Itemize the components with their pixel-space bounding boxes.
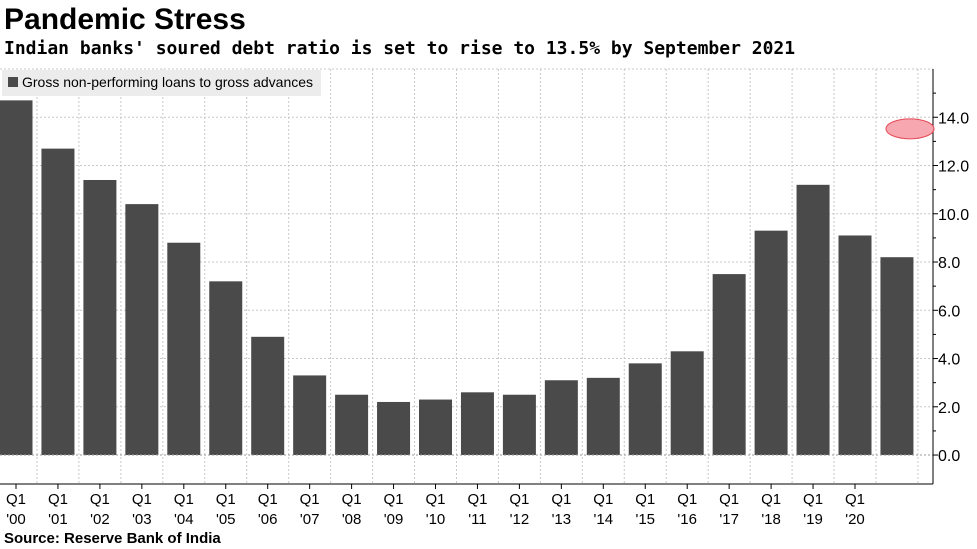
legend-swatch — [8, 77, 18, 87]
bar — [754, 230, 788, 456]
x-tick-label-quarter: Q1 — [761, 491, 781, 508]
bar — [502, 394, 536, 456]
y-tick-label: 2.0 — [938, 400, 960, 417]
x-tick-label-quarter: Q1 — [593, 491, 613, 508]
bar — [712, 274, 746, 456]
x-tick-label-year: '11 — [468, 511, 486, 528]
bar — [293, 375, 327, 456]
y-tick-label: 12.0 — [938, 159, 969, 176]
x-tick-label-year: '16 — [677, 511, 697, 528]
bar — [544, 380, 578, 456]
x-tick-label-quarter: Q1 — [216, 491, 236, 508]
x-tick-label-year: '05 — [216, 511, 236, 528]
y-tick-label: 4.0 — [938, 352, 960, 369]
source-note: Source: Reserve Bank of India — [4, 530, 221, 547]
x-tick-label-quarter: Q1 — [509, 491, 529, 508]
x-tick-label-quarter: Q1 — [677, 491, 697, 508]
x-tick-label-year: '07 — [300, 511, 320, 528]
chart-legend: Gross non-performing loans to gross adva… — [2, 70, 322, 96]
x-tick-label-year: '08 — [342, 511, 362, 528]
x-tick-label-quarter: Q1 — [6, 491, 26, 508]
x-tick-label-year: '20 — [845, 511, 865, 528]
bar — [838, 235, 872, 456]
x-tick-label-quarter: Q1 — [90, 491, 110, 508]
bar — [377, 401, 411, 456]
y-tick-label: 10.0 — [938, 207, 969, 224]
legend-label: Gross non-performing loans to gross adva… — [22, 74, 314, 90]
bar — [335, 394, 369, 456]
bar — [41, 148, 75, 456]
x-tick-label-quarter: Q1 — [845, 491, 865, 508]
x-tick-label-year: '14 — [594, 511, 614, 528]
x-tick-label-quarter: Q1 — [300, 491, 320, 508]
x-tick-label-year: '13 — [552, 511, 572, 528]
x-tick-label-quarter: Q1 — [132, 491, 152, 508]
x-tick-label-quarter: Q1 — [635, 491, 655, 508]
chart-title: Pandemic Stress — [4, 3, 246, 36]
x-tick-label-year: '00 — [6, 511, 26, 528]
x-tick-label-year: '19 — [803, 511, 823, 528]
x-tick-label-quarter: Q1 — [48, 491, 68, 508]
chart-subtitle: Indian banks' soured debt ratio is set t… — [4, 38, 796, 59]
x-tick-label-quarter: Q1 — [719, 491, 739, 508]
x-tick-label-quarter: Q1 — [258, 491, 278, 508]
bar — [796, 184, 830, 456]
bar — [419, 399, 452, 456]
bar — [586, 377, 620, 456]
y-tick-label: 14.0 — [938, 110, 969, 127]
bar — [125, 204, 159, 456]
x-tick-label-year: '18 — [761, 511, 781, 528]
y-tick-label: 6.0 — [938, 303, 960, 320]
x-tick-label-year: '09 — [384, 511, 404, 528]
x-tick-label-year: '15 — [635, 511, 655, 528]
x-tick-label-year: '10 — [426, 511, 446, 528]
x-tick-label-year: '02 — [90, 511, 110, 528]
x-tick-label-year: '04 — [174, 511, 194, 528]
x-tick-label-year: '06 — [258, 511, 278, 528]
bar — [628, 363, 662, 456]
bar — [251, 336, 285, 456]
bar — [460, 392, 494, 456]
bar — [167, 242, 201, 456]
y-tick-label: 0.0 — [938, 448, 960, 465]
x-tick-label-year: '03 — [132, 511, 152, 528]
x-tick-label-quarter: Q1 — [803, 491, 823, 508]
x-tick-label-quarter: Q1 — [384, 491, 404, 508]
bar — [209, 281, 243, 456]
x-tick-label-quarter: Q1 — [551, 491, 571, 508]
bar — [670, 351, 704, 456]
x-tick-label-quarter: Q1 — [425, 491, 445, 508]
bar — [880, 257, 914, 456]
x-tick-label-year: '01 — [48, 511, 68, 528]
x-tick-label-quarter: Q1 — [467, 491, 487, 508]
x-tick-label-quarter: Q1 — [342, 491, 362, 508]
bar — [83, 179, 117, 456]
projection-marker — [885, 118, 935, 140]
x-tick-label-year: '17 — [719, 511, 739, 528]
x-tick-label-year: '12 — [510, 511, 530, 528]
bar — [0, 100, 33, 456]
x-tick-label-quarter: Q1 — [174, 491, 194, 508]
y-tick-label: 8.0 — [938, 255, 960, 272]
